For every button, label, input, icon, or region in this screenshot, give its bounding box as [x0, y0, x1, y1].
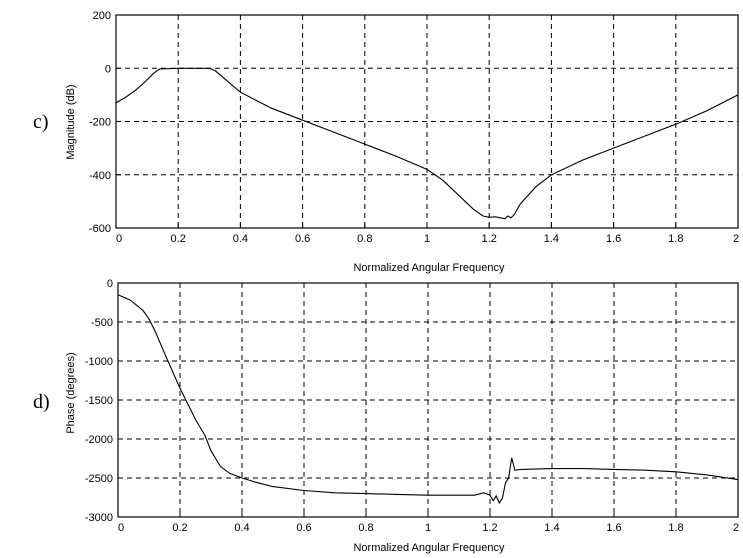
- panel-label-c: c): [33, 111, 49, 133]
- magnitude-x-tick-label: 1.8: [668, 233, 683, 245]
- y-axis-label-phase: Phase (degrees): [65, 352, 77, 433]
- panel-label-d: d): [33, 391, 50, 413]
- phase-y-tick-label: -2000: [85, 434, 113, 446]
- magnitude-x-tick-label: 0.8: [357, 233, 372, 245]
- magnitude-x-tick-label: 0.2: [171, 233, 186, 245]
- phase-x-tick-label: 1.4: [544, 522, 559, 534]
- x-axis-label-phase: Normalized Angular Frequency: [353, 542, 505, 554]
- x-axis-label-magnitude: Normalized Angular Frequency: [353, 262, 505, 274]
- magnitude-y-tick-label: 200: [93, 10, 111, 22]
- magnitude-x-ticks: 0 0.2 0.4 0.6 0.8 1 1.2 1.4 1.6 1.8 2: [115, 223, 739, 245]
- magnitude-y-tick-label: -600: [89, 223, 111, 235]
- phase-y-tick-label: -3000: [85, 512, 113, 524]
- phase-x-ticks: 0 0.2 0.4 0.6 0.8 1 1.2 1.4 1.6 1.8 2: [117, 512, 739, 534]
- magnitude-x-tick-label: 0: [116, 233, 122, 245]
- magnitude-y-tick-label: -400: [89, 170, 111, 182]
- magnitude-x-tick-label: 0.6: [295, 233, 310, 245]
- phase-y-tick-label: -2500: [85, 473, 113, 485]
- phase-plot-frame: [117, 282, 739, 518]
- magnitude-x-tick-label: 1.4: [544, 233, 559, 245]
- phase-x-tick-label: 0.4: [234, 522, 249, 534]
- phase-y-tick-label: -1500: [85, 395, 113, 407]
- magnitude-panel: c) Magnitude (dB) Normalized Angular Fre…: [33, 10, 739, 274]
- phase-grid: [118, 283, 738, 517]
- phase-x-tick-label: 0.8: [358, 522, 373, 534]
- magnitude-x-tick-label: 1: [424, 233, 430, 245]
- magnitude-y-tick-label: 0: [105, 63, 111, 75]
- phase-panel: d) Phase (degrees) Normalized Angular Fr…: [33, 278, 739, 554]
- phase-x-tick-label: 1.8: [668, 522, 683, 534]
- magnitude-grid: [116, 15, 738, 228]
- magnitude-x-tick-label: 2: [733, 233, 739, 245]
- y-axis-label-magnitude: Magnitude (dB): [65, 84, 77, 159]
- phase-y-tick-label: -1000: [85, 356, 113, 368]
- magnitude-x-tick-label: 1.2: [482, 233, 497, 245]
- magnitude-x-tick-label: 0.4: [233, 233, 248, 245]
- magnitude-y-tick-label: -200: [89, 117, 111, 129]
- phase-x-tick-label: 0.2: [172, 522, 187, 534]
- phase-y-ticks: -3000 -2500 -2000 -1500 -1000 -500 0: [85, 278, 123, 524]
- phase-x-tick-label: 0: [118, 522, 124, 534]
- magnitude-x-tick-label: 1.6: [606, 233, 621, 245]
- phase-series: [117, 294, 739, 505]
- magnitude-plot-frame: [115, 14, 739, 229]
- magnitude-series: [115, 67, 739, 220]
- phase-x-tick-label: 0.6: [296, 522, 311, 534]
- phase-x-tick-label: 2: [733, 522, 739, 534]
- phase-x-tick-label: 1.2: [482, 522, 497, 534]
- phase-series-line: [117, 294, 739, 505]
- magnitude-series-line: [115, 67, 739, 220]
- phase-x-tick-label: 1: [425, 522, 431, 534]
- phase-x-tick-label: 1.6: [606, 522, 621, 534]
- phase-y-tick-label: 0: [107, 278, 113, 290]
- phase-y-tick-label: -500: [91, 317, 113, 329]
